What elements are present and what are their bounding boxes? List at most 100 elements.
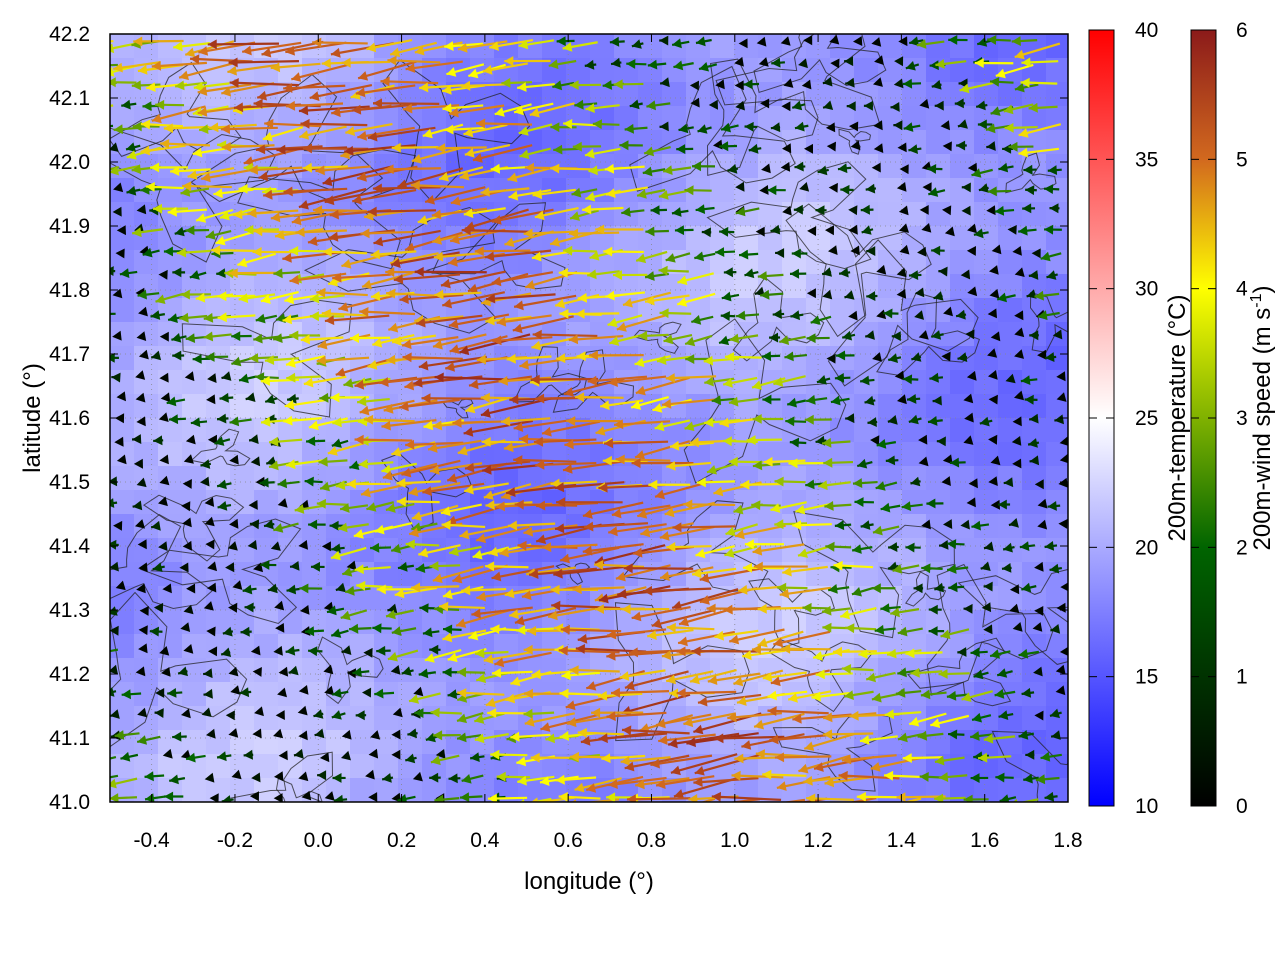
wind-arrow-head <box>914 287 925 298</box>
wind-arrow-head <box>686 737 696 748</box>
wind-arrow-head <box>286 358 296 368</box>
wind-arrow-head <box>652 403 663 413</box>
wind-arrow-head <box>368 748 379 759</box>
temperature-cell <box>1022 394 1046 418</box>
wind-arrow-head <box>413 377 423 388</box>
wind-arrow-head <box>853 478 863 488</box>
wind-arrow-shaft <box>667 732 740 746</box>
wind-arrow-head <box>355 710 365 721</box>
wind-arrow-head <box>482 464 492 475</box>
wind-arrow-head <box>928 626 938 636</box>
wind-arrow-head <box>595 426 606 436</box>
wind-arrow-head <box>503 442 514 453</box>
wind-arrow-shaft <box>472 144 533 162</box>
wind-arrow-head <box>973 669 984 680</box>
wind-arrow-head <box>1033 666 1043 677</box>
temperature-colorbar-title: 200m-temperature (°C) <box>1164 294 1191 541</box>
wind-arrow-head <box>940 120 950 131</box>
wind-arrow-head <box>562 42 573 52</box>
wind-arrow-head <box>852 544 862 554</box>
wind-arrow-head <box>110 266 114 276</box>
wind-arrow-head <box>350 333 359 343</box>
temperature-cell <box>830 466 854 490</box>
wind-arrow-head <box>517 82 527 92</box>
wind-arrow-head <box>735 100 745 111</box>
wind-arrow-head <box>252 728 262 739</box>
wind-arrow-head <box>948 35 958 45</box>
wind-arrow-head <box>1028 270 1039 280</box>
wind-arrow-head <box>643 585 653 596</box>
wind-arrow-head <box>425 195 435 205</box>
wind-arrow-head <box>729 333 740 344</box>
wind-arrow-head <box>740 479 750 490</box>
temperature-cell <box>1046 418 1068 442</box>
wind-arrow-head <box>472 549 483 560</box>
wind-arrow-head <box>943 519 953 529</box>
wind-arrow-head <box>850 245 860 256</box>
wind-arrow-head <box>548 59 559 70</box>
temperature-cell <box>782 298 806 322</box>
wind-arrow-head <box>317 339 328 350</box>
wind-arrow-head <box>519 359 529 370</box>
wind-arrow-head <box>533 436 544 447</box>
wind-arrow-head <box>207 582 217 593</box>
wind-arrow-head <box>373 236 384 247</box>
wind-arrow-head <box>806 793 816 802</box>
wind-arrow-head <box>333 794 344 802</box>
wind-arrow-head <box>902 753 912 763</box>
wind-arrow-head <box>392 707 403 718</box>
wind-arrow-head <box>922 182 932 193</box>
temperature-cell <box>638 34 662 58</box>
wind-arrow-head <box>332 272 342 283</box>
wind-arrow-head <box>584 148 595 159</box>
wind-arrow-head <box>332 417 342 428</box>
wind-arrow-head <box>983 581 993 592</box>
contour-line <box>753 34 887 94</box>
wind-arrow-shaft <box>422 482 485 494</box>
wind-arrow-head <box>213 188 223 199</box>
wind-arrow-shaft <box>459 333 531 354</box>
wind-arrow-head <box>228 666 239 677</box>
wind-arrow-head <box>913 583 923 594</box>
wind-arrow-head <box>752 380 762 390</box>
wind-arrow-head <box>921 563 931 574</box>
wind-arrow-head <box>781 643 791 654</box>
wind-arrow-head <box>427 443 438 453</box>
wind-arrow-head <box>723 378 733 388</box>
wind-arrow-head <box>624 123 634 134</box>
temperature-cell <box>710 394 734 418</box>
wind-arrow-head <box>163 123 173 134</box>
wind-arrow-head <box>132 227 142 238</box>
colorbar-tick-label: 1 <box>1236 666 1248 689</box>
wind-arrow-head <box>822 605 832 616</box>
wind-arrow-head <box>137 539 147 550</box>
temperature-cell <box>254 490 278 514</box>
y-tick-label: 41.9 <box>49 215 90 238</box>
wind-arrow-head <box>995 68 1006 79</box>
wind-arrow-shaft <box>773 630 831 646</box>
wind-arrow-head <box>762 672 773 683</box>
wind-arrow-head <box>331 550 341 561</box>
temperature-cell <box>710 226 734 250</box>
wind-arrow-head <box>810 315 821 325</box>
temperature-cell <box>158 370 182 394</box>
wind-colorbar-title: 200m-wind speed (m s-1) <box>1248 286 1276 551</box>
wind-arrow-head <box>966 246 976 256</box>
wind-arrow-head <box>834 373 845 383</box>
wind-arrow-head <box>167 206 177 217</box>
wind-arrow-head <box>283 415 293 426</box>
temperature-cell <box>662 82 686 106</box>
wind-arrow-head <box>1037 349 1047 360</box>
temperature-cell <box>830 82 854 106</box>
wind-arrow-head <box>1012 416 1022 427</box>
temperature-cell <box>518 706 542 730</box>
wind-arrow-head <box>411 511 422 521</box>
wind-arrow-head <box>135 666 146 677</box>
wind-arrow-head <box>577 633 588 644</box>
wind-arrow-head <box>957 647 967 657</box>
wind-arrow-head <box>755 801 756 802</box>
wind-arrow-head <box>203 688 213 699</box>
wind-arrow-head <box>611 687 621 698</box>
wind-arrow-head <box>769 332 779 343</box>
wind-arrow-head <box>788 458 798 469</box>
